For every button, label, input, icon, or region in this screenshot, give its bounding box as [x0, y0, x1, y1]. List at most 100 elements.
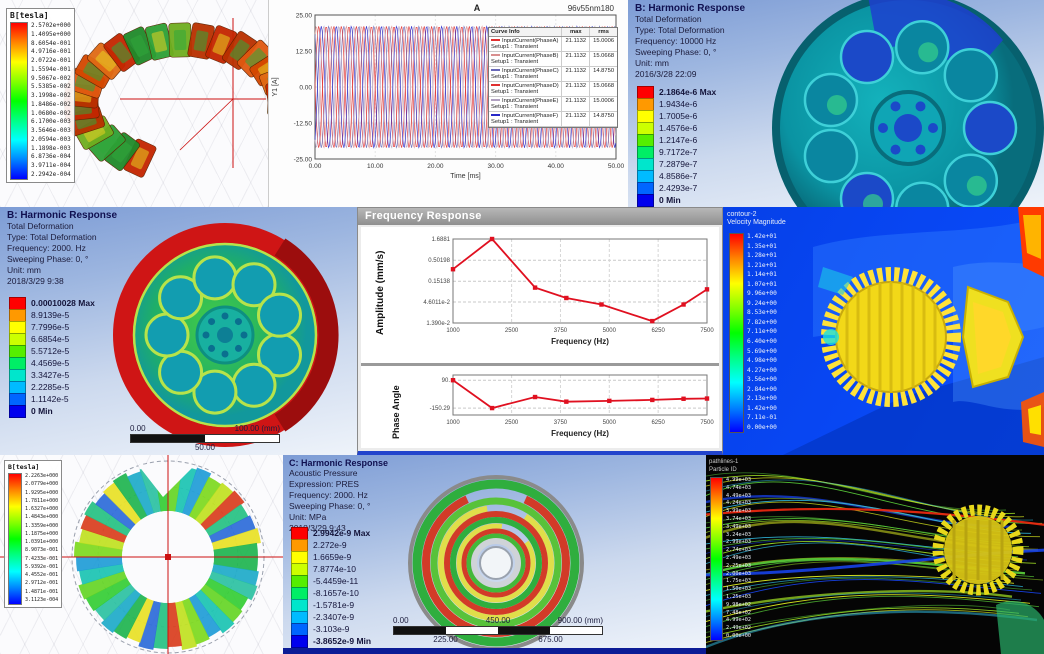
- svg-text:6250: 6250: [651, 328, 665, 334]
- colorbar-value: 2.5702e+000: [31, 22, 71, 29]
- svg-text:1000: 1000: [446, 420, 460, 426]
- window-titlebar[interactable]: Frequency Response: [358, 208, 722, 225]
- svg-text:25.00: 25.00: [296, 13, 313, 20]
- legend-row: 7.7996e-5: [9, 320, 95, 334]
- colorbar-value: 1.1875e+000: [25, 530, 59, 537]
- svg-text:50.00: 50.00: [608, 163, 625, 170]
- legend-value: -3.103e-9: [313, 624, 350, 634]
- legend-row: 1.1142e-5: [9, 392, 95, 406]
- colorbar-value: 1.4843e+000: [25, 514, 59, 521]
- rainbow-colorbar: [710, 477, 723, 641]
- colorbar-subtitle: Particle ID: [709, 467, 737, 473]
- colorbar-value: 3.5646e-003: [31, 127, 71, 134]
- colorbar-value: 1.8486e-002: [31, 100, 71, 108]
- legend-row: 4.8586e-7: [637, 169, 716, 183]
- curve-color-swatch: [491, 84, 500, 87]
- colorbar-value: 1.35e+01: [747, 242, 777, 250]
- colorbar-value: 7.11e-01: [747, 414, 777, 422]
- legend-row: 1.7005e-6: [637, 109, 716, 123]
- max-cell: 21.1132: [562, 97, 591, 111]
- colorbar-value: 2.0594e-003: [31, 135, 71, 143]
- info-line: Sweeping Phase: 0, °: [7, 254, 89, 264]
- colorbar-value: 6.1700e-003: [31, 118, 71, 126]
- colorbar-value: 3.74e+03: [726, 515, 751, 522]
- legend-value: 1.9434e-6: [659, 99, 698, 109]
- rms-cell: 15.0668: [593, 83, 615, 89]
- ruler-label: 225.00: [433, 635, 458, 644]
- torus-field-plot: [63, 18, 268, 178]
- legend-value: 6.6854e-5: [31, 334, 70, 344]
- rms-cell: 15.0006: [593, 98, 615, 104]
- legend-row: 5.5712e-5: [9, 344, 95, 358]
- legend-row: -3.8652e-9 Min: [291, 634, 371, 648]
- colorbar-value: 4.9716e-001: [31, 48, 71, 56]
- legend-row: 0 Min: [9, 404, 95, 418]
- result-title: C: Harmonic Response: [289, 458, 389, 468]
- info-line: Sweeping Phase: 0, °: [289, 501, 371, 511]
- colorbar-value: 3.49e+03: [726, 523, 751, 530]
- legend-value: 0 Min: [31, 406, 53, 416]
- svg-text:12.50: 12.50: [296, 49, 313, 56]
- colorbar-value: 3.1123e-004: [25, 596, 59, 603]
- chart-area: Amplitude (mm/s) 1.6881 0.50198 0.15138 4.6…: [361, 227, 719, 448]
- table-row: InputCurrent(PhaseA) Setup1 : Transient 21…: [489, 37, 617, 52]
- legend-color-cell: [637, 193, 654, 207]
- max-cell: 21.1132: [562, 112, 591, 126]
- info-line: 2016/3/28 22:09: [635, 69, 697, 79]
- column-header: Curve Info: [489, 28, 563, 36]
- colorbar-value: 0.00e+00: [747, 423, 777, 431]
- legend-row: 2.9942e-9 Max: [291, 526, 371, 540]
- info-line: Type: Total Deformation: [7, 232, 97, 242]
- svg-text:Y1 [A]: Y1 [A]: [272, 77, 279, 96]
- colorbar-value: 1.7811e+000: [25, 497, 59, 504]
- colorbar-value: 3.99e+03: [726, 508, 751, 515]
- contour-legend: 2.9942e-9 Max 2.272e-9 1.6659e-9 7.8774e-10…: [291, 526, 371, 648]
- svg-text:1000: 1000: [446, 328, 460, 334]
- colorbar-value: 1.9295e+000: [25, 489, 59, 496]
- svg-text:2500: 2500: [505, 420, 519, 426]
- svg-text:10.00: 10.00: [367, 163, 384, 170]
- svg-text:3750: 3750: [554, 420, 568, 426]
- colorbar-value: 4.98e+00: [747, 357, 777, 365]
- info-line: 2018/3/29 9:43: [289, 523, 346, 533]
- colorbar-value: 1.50e+03: [726, 586, 751, 593]
- info-line: Unit: mm: [7, 265, 41, 275]
- colorbar-value: 7.4233e-001: [25, 555, 59, 562]
- scale-ruler: 0.00 100.00 (mm) 50.00: [130, 424, 280, 452]
- colorbar-value: 6.40e+00: [747, 338, 777, 346]
- info-line: Expression: PRES: [289, 479, 359, 489]
- colorbar-value: 1.0391e+000: [25, 539, 59, 546]
- legend-row: -3.103e-9: [291, 622, 371, 636]
- result-info-block: C: Harmonic Response Acoustic Pressure Ex…: [289, 458, 388, 534]
- max-cell: 21.1132: [562, 82, 591, 96]
- svg-text:20.00: 20.00: [427, 163, 444, 170]
- colorbar-value: 9.24e+00: [747, 299, 777, 307]
- ruler-label: 900.00 (mm): [557, 616, 603, 625]
- svg-text:Time [ms]: Time [ms]: [450, 173, 481, 180]
- legend-row: 0 Min: [637, 193, 716, 207]
- legend-value: 4.4569e-5: [31, 358, 70, 368]
- rms-cell: 14.8750: [593, 68, 615, 74]
- colorbar-value: 1.4871e-001: [25, 588, 59, 595]
- colorbar-value: 1.4095e+000: [31, 30, 71, 38]
- svg-text:-25.00: -25.00: [294, 157, 313, 164]
- colorbar-title-block: contour-2 Velocity Magnitude: [727, 211, 786, 227]
- colorbar-value: 4.4552e-001: [25, 572, 59, 579]
- legend-value: 4.8586e-7: [659, 171, 698, 181]
- colorbar-value: 8.9073e-001: [25, 547, 59, 554]
- svg-text:40.00: 40.00: [548, 163, 565, 170]
- result-info-block: B: Harmonic Response Total Deformation Ty…: [7, 210, 117, 287]
- legend-row: 8.9139e-5: [9, 308, 95, 322]
- panel-maxwell-torus: B[tesla] 2.5702e+000 1.4095e+000 8.6054e-0…: [0, 0, 268, 207]
- colorbar-b-tesla: B[tesla] 2.2263e+000 2.0779e+000 1.9295e+0…: [4, 460, 63, 608]
- result-info-lines: Acoustic Pressure Expression: PRES Frequen…: [289, 468, 388, 534]
- colorbar-value: 4.49e+03: [726, 492, 751, 499]
- legend-value: 2.2285e-5: [31, 382, 70, 392]
- panel-current-plot: A 96v55nm180 25.00 12.50 0.00 -12.50 -25.00 0.0…: [268, 0, 629, 207]
- deformed-wheel-plot: [772, 0, 1044, 207]
- legend-row: 2.4293e-7: [637, 181, 716, 195]
- table-row: InputCurrent(PhaseD) Setup1 : Transient 21…: [489, 82, 617, 97]
- legend-row: 3.3427e-5: [9, 368, 95, 382]
- legend-color-cell: [291, 634, 308, 648]
